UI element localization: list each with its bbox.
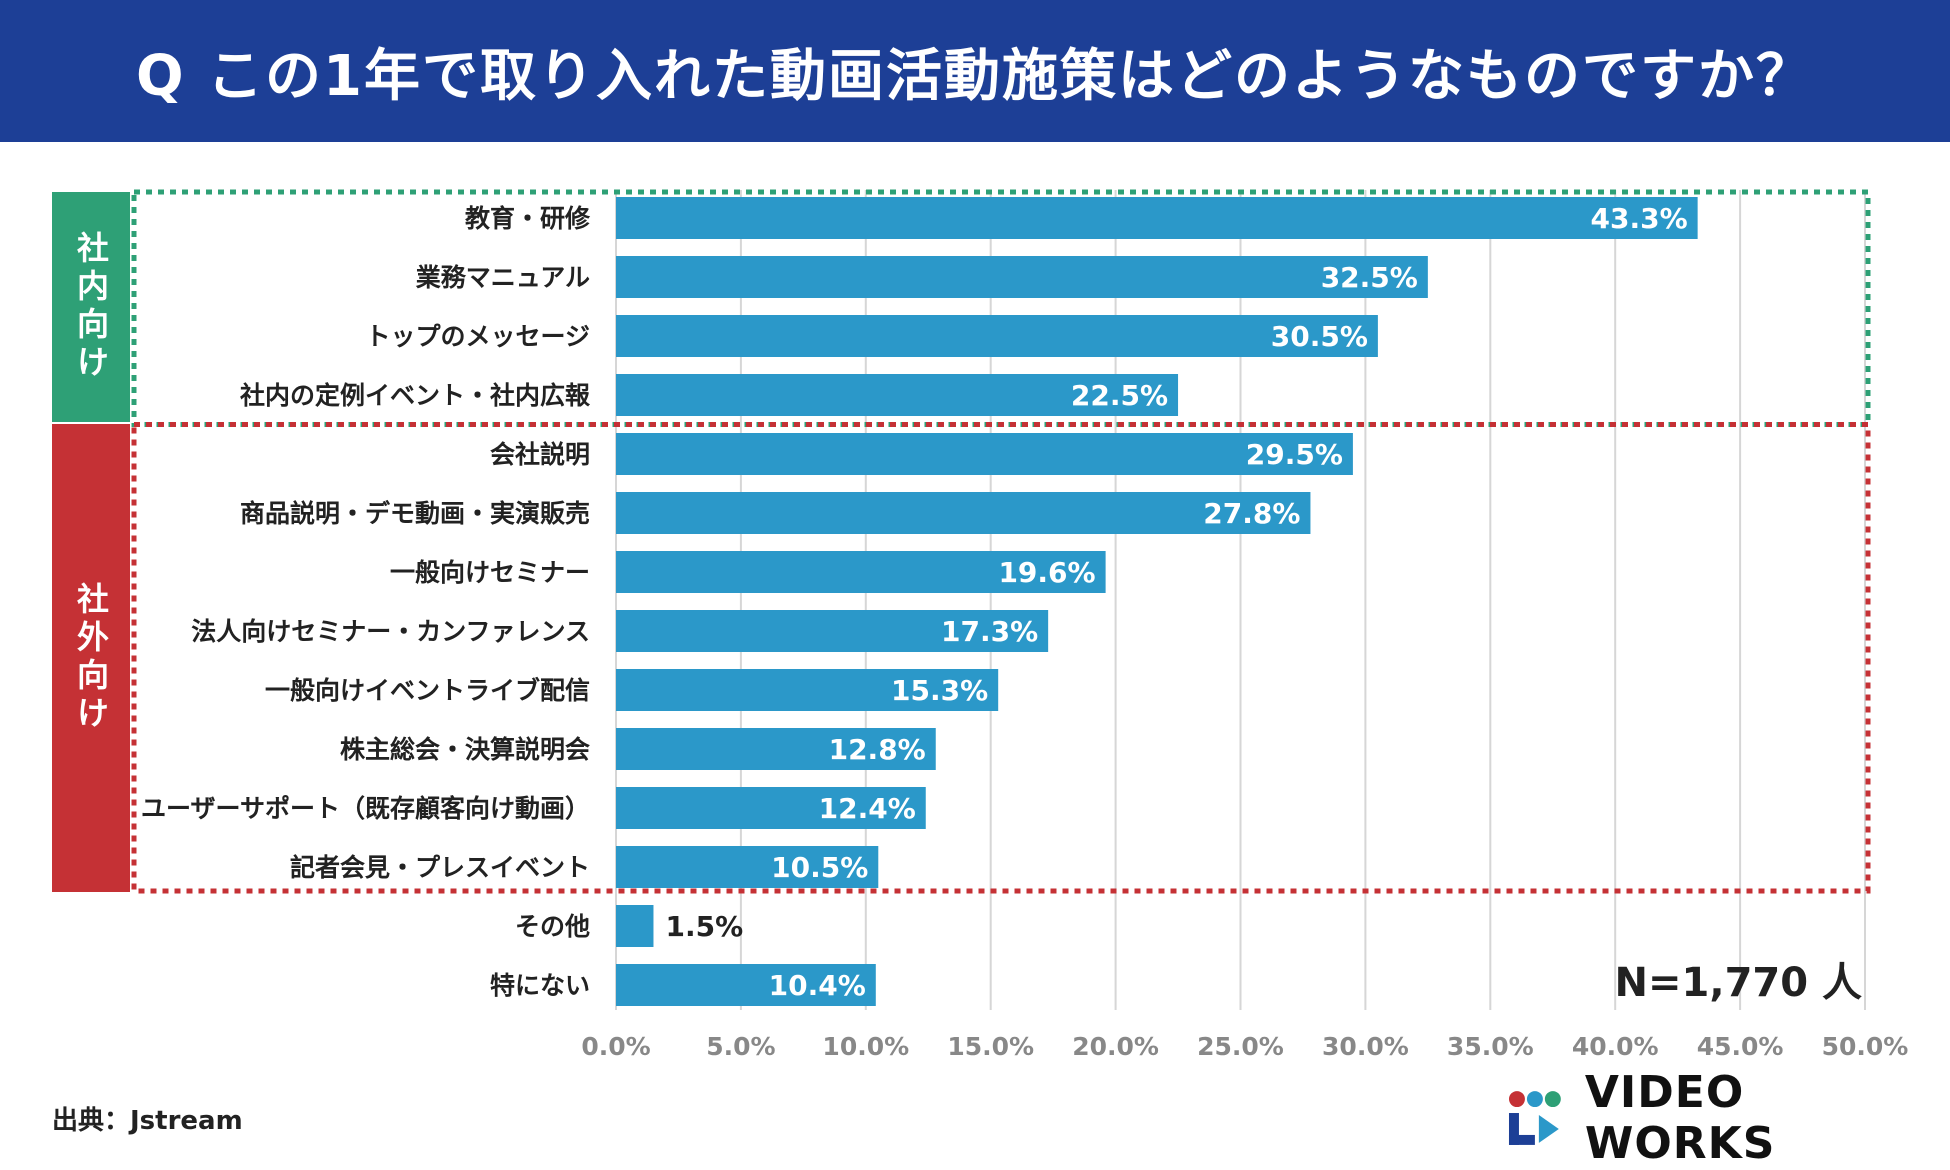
category-label: 法人向けセミナー・カンファレンス	[191, 617, 590, 646]
bar	[616, 374, 1179, 416]
video-works-logo-icon	[1508, 1091, 1561, 1145]
bar	[616, 669, 999, 711]
value-label: 43.3%	[1590, 202, 1687, 235]
group-label-external: 社外向け	[52, 424, 130, 892]
source-note: 出典：Jstream	[52, 1106, 243, 1136]
bar	[616, 610, 1049, 652]
value-label: 15.3%	[891, 674, 988, 707]
bar	[616, 197, 1698, 239]
x-tick-label: 30.0%	[1322, 1032, 1409, 1061]
category-label: 株主総会・決算説明会	[340, 735, 590, 764]
chart-title-banner: Q この1年で取り入れた動画活動施策はどのようなものですか？	[0, 0, 1950, 142]
value-label: 12.8%	[829, 733, 926, 766]
value-label: 10.4%	[769, 969, 866, 1002]
group-label-internal-text: 社内向け	[72, 231, 110, 383]
value-label: 32.5%	[1321, 261, 1418, 294]
category-label: 教育・研修	[465, 204, 591, 233]
value-label: 12.4%	[819, 792, 916, 825]
x-tick-label: 50.0%	[1822, 1032, 1909, 1061]
x-tick-label: 45.0%	[1697, 1032, 1784, 1061]
category-label: ユーザーサポート（既存顧客向け動画）	[141, 794, 590, 823]
bar	[616, 787, 926, 829]
category-label: 商品説明・デモ動画・実演販売	[240, 499, 590, 528]
x-tick-label: 40.0%	[1572, 1032, 1659, 1061]
x-tick-label: 10.0%	[822, 1032, 909, 1061]
category-label: 会社説明	[490, 440, 590, 469]
bar	[616, 964, 876, 1006]
sample-size-label: N=1,770 人	[1615, 960, 1862, 1006]
category-label: 特にない	[490, 971, 590, 1000]
category-label: 社内の定例イベント・社内広報	[240, 381, 591, 410]
value-label: 10.5%	[771, 851, 868, 884]
category-label: トップのメッセージ	[365, 322, 590, 351]
bar	[616, 905, 654, 947]
bar	[616, 728, 936, 770]
x-tick-label: 5.0%	[706, 1032, 775, 1061]
value-label: 19.6%	[998, 556, 1095, 589]
category-label: その他	[515, 912, 590, 941]
x-tick-label: 0.0%	[581, 1032, 650, 1061]
value-label: 27.8%	[1203, 497, 1300, 530]
x-tick-label: 35.0%	[1447, 1032, 1534, 1061]
brand-logo-block: VIDEO WORKS	[1505, 1067, 1950, 1169]
group-label-external-text: 社外向け	[72, 582, 110, 734]
category-label: 記者会見・プレスイベント	[290, 853, 590, 882]
bar	[616, 433, 1353, 475]
bar	[616, 846, 879, 888]
bar	[616, 256, 1428, 298]
value-label: 22.5%	[1071, 379, 1168, 412]
chart-title: Q この1年で取り入れた動画活動施策はどのようなものですか？	[135, 43, 1815, 109]
bar	[616, 551, 1106, 593]
category-label: 業務マニュアル	[416, 263, 590, 292]
x-tick-label: 20.0%	[1072, 1032, 1159, 1061]
group-label-internal: 社内向け	[52, 192, 130, 422]
external-group-outline	[131, 422, 1871, 894]
x-tick-label: 15.0%	[947, 1032, 1034, 1061]
bar	[616, 315, 1378, 357]
category-label: 一般向けセミナー	[390, 558, 590, 587]
x-tick-label: 25.0%	[1197, 1032, 1284, 1061]
value-label: 29.5%	[1246, 438, 1343, 471]
bar	[616, 492, 1311, 534]
value-label: 1.5%	[665, 910, 743, 943]
brand-name: VIDEO WORKS	[1584, 1067, 1776, 1169]
value-label: 17.3%	[941, 615, 1038, 648]
value-label: 30.5%	[1271, 320, 1368, 353]
category-label: 一般向けイベントライブ配信	[265, 676, 590, 705]
